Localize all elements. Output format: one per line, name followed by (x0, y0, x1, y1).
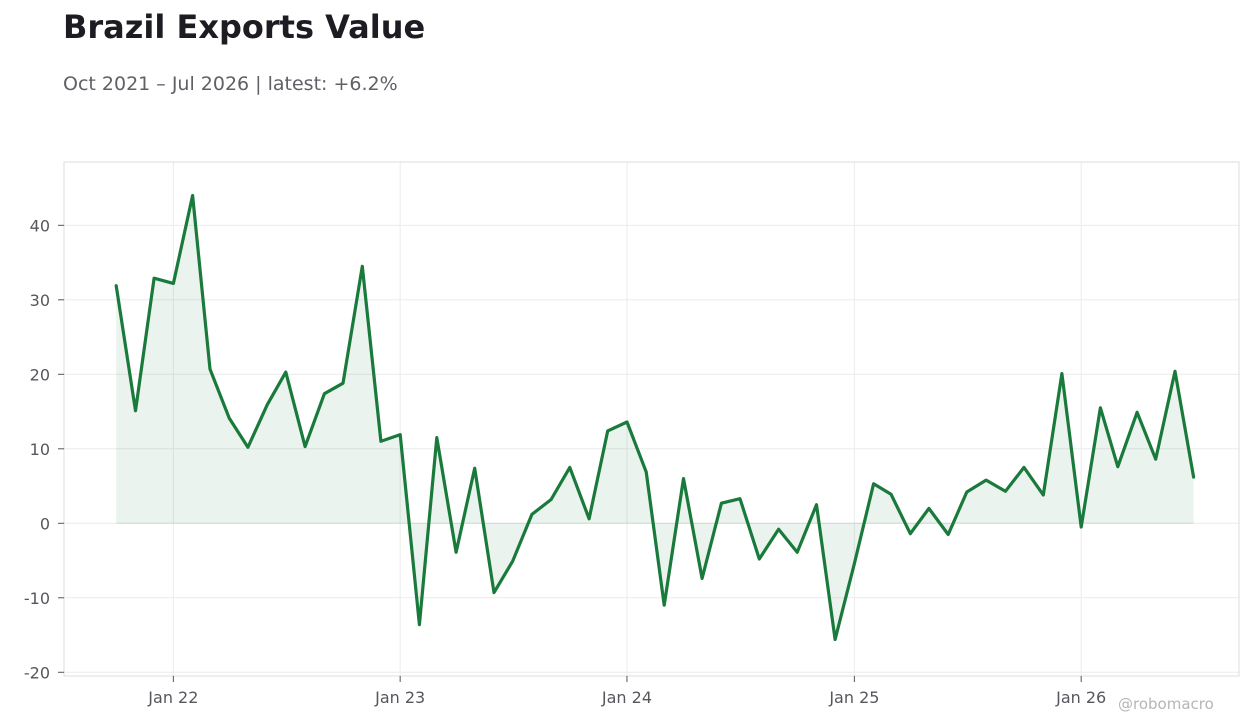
data-point (246, 446, 249, 449)
data-point (720, 502, 723, 505)
data-point (208, 368, 211, 371)
data-point (1173, 370, 1176, 373)
data-point (889, 493, 892, 496)
watermark: @robomacro (1118, 695, 1214, 713)
data-point (1192, 476, 1195, 479)
chart-title: Brazil Exports Value (63, 8, 426, 46)
data-point (284, 371, 287, 374)
data-point (1116, 465, 1119, 468)
data-point (1004, 490, 1007, 493)
grid-layer (64, 162, 1239, 676)
data-point (341, 382, 344, 385)
y-tick-label: -10 (24, 589, 50, 608)
data-point (1042, 493, 1045, 496)
data-point (1136, 411, 1139, 414)
data-point (682, 477, 685, 480)
data-point (191, 194, 194, 197)
data-point (228, 417, 231, 420)
data-point (927, 507, 930, 510)
data-point (606, 429, 609, 432)
data-point (965, 490, 968, 493)
data-point (625, 420, 628, 423)
data-point (399, 433, 402, 436)
data-point (153, 277, 156, 280)
data-point (588, 517, 591, 520)
area-fill (116, 195, 1194, 640)
chart-subtitle: Oct 2021 – Jul 2026 | latest: +6.2% (63, 73, 398, 95)
y-tick-label: 20 (30, 365, 50, 384)
y-tick-label: -20 (24, 663, 50, 682)
x-tick-label: Jan 26 (1055, 688, 1106, 707)
data-point (985, 479, 988, 482)
data-point (304, 445, 307, 448)
x-tick-label: Jan 23 (374, 688, 425, 707)
x-tick-label: Jan 22 (147, 688, 198, 707)
plot-frame (63, 161, 1240, 677)
data-point (853, 562, 856, 565)
data-point (511, 560, 514, 563)
data-point (1060, 372, 1063, 375)
y-tick-label: 40 (30, 216, 50, 235)
data-point (1022, 466, 1025, 469)
data-point (777, 528, 780, 531)
y-tick-label: 0 (40, 514, 50, 533)
series-line (114, 193, 1196, 642)
data-point (815, 503, 818, 506)
data-point (435, 436, 438, 439)
data-point (872, 482, 875, 485)
data-point (1099, 406, 1102, 409)
data-point (134, 409, 137, 412)
data-point (492, 591, 495, 594)
data-point (455, 551, 458, 554)
data-point (266, 403, 269, 406)
data-point (645, 470, 648, 473)
data-point (418, 623, 421, 626)
data-point (568, 466, 571, 469)
data-point (1154, 458, 1157, 461)
data-point (550, 498, 553, 501)
data-point (361, 265, 364, 268)
y-axis-ticks: -20 -10 0 10 20 30 40 (24, 216, 64, 682)
y-tick-label: 10 (30, 440, 50, 459)
x-tick-label: Jan 25 (828, 688, 879, 707)
data-point (379, 440, 382, 443)
x-axis-ticks: Jan 22 Jan 23 Jan 24 Jan 25 Jan 26 (147, 676, 1106, 707)
data-point (530, 513, 533, 516)
data-point (701, 577, 704, 580)
y-tick-label: 30 (30, 291, 50, 310)
data-point (738, 497, 741, 500)
data-point (663, 604, 666, 607)
data-point (172, 282, 175, 285)
data-point (323, 392, 326, 395)
data-point (473, 467, 476, 470)
x-tick-label: Jan 24 (601, 688, 652, 707)
data-point (796, 551, 799, 554)
data-point (115, 284, 118, 287)
data-point (1080, 525, 1083, 528)
data-point (834, 638, 837, 641)
data-point (758, 557, 761, 560)
data-point (947, 533, 950, 536)
data-point (909, 532, 912, 535)
